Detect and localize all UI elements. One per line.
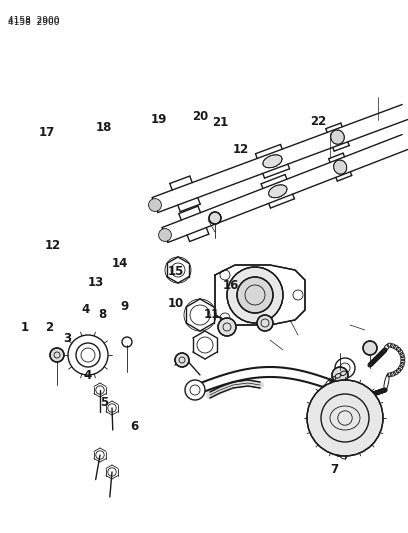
Circle shape (209, 212, 221, 224)
Circle shape (159, 229, 171, 241)
Text: 7: 7 (330, 463, 339, 475)
Circle shape (149, 199, 162, 212)
Circle shape (227, 267, 283, 323)
Text: 11: 11 (204, 308, 220, 321)
Circle shape (185, 380, 205, 400)
Circle shape (175, 353, 189, 367)
Text: 15: 15 (167, 265, 184, 278)
Circle shape (257, 315, 273, 331)
Text: 20: 20 (192, 110, 208, 123)
Text: 19: 19 (151, 114, 167, 126)
Text: 5: 5 (100, 396, 108, 409)
Text: 12: 12 (45, 239, 61, 252)
Circle shape (50, 348, 64, 362)
Ellipse shape (331, 130, 344, 144)
Ellipse shape (263, 155, 282, 168)
Text: 18: 18 (96, 122, 112, 134)
Circle shape (363, 341, 377, 355)
Text: 8: 8 (98, 308, 106, 321)
Text: 6: 6 (131, 420, 139, 433)
Circle shape (218, 318, 236, 336)
Text: 13: 13 (88, 276, 104, 289)
Text: 12: 12 (233, 143, 249, 156)
Text: 14: 14 (112, 257, 129, 270)
Text: 16: 16 (222, 279, 239, 292)
Text: 22: 22 (310, 115, 326, 128)
Circle shape (332, 367, 348, 383)
Text: 17: 17 (39, 126, 55, 139)
Text: 1: 1 (20, 321, 29, 334)
Text: 10: 10 (167, 297, 184, 310)
Text: 9: 9 (120, 300, 129, 313)
Text: 4158  2900: 4158 2900 (8, 16, 60, 25)
Circle shape (307, 380, 383, 456)
Text: 4: 4 (82, 303, 90, 316)
Text: 3: 3 (63, 332, 71, 345)
Text: 4158  2900: 4158 2900 (8, 18, 60, 27)
Text: 2: 2 (45, 321, 53, 334)
Ellipse shape (268, 185, 287, 198)
Ellipse shape (334, 160, 347, 174)
Circle shape (335, 358, 355, 378)
Circle shape (237, 277, 273, 313)
Text: 21: 21 (212, 116, 228, 129)
Text: 4: 4 (84, 369, 92, 382)
